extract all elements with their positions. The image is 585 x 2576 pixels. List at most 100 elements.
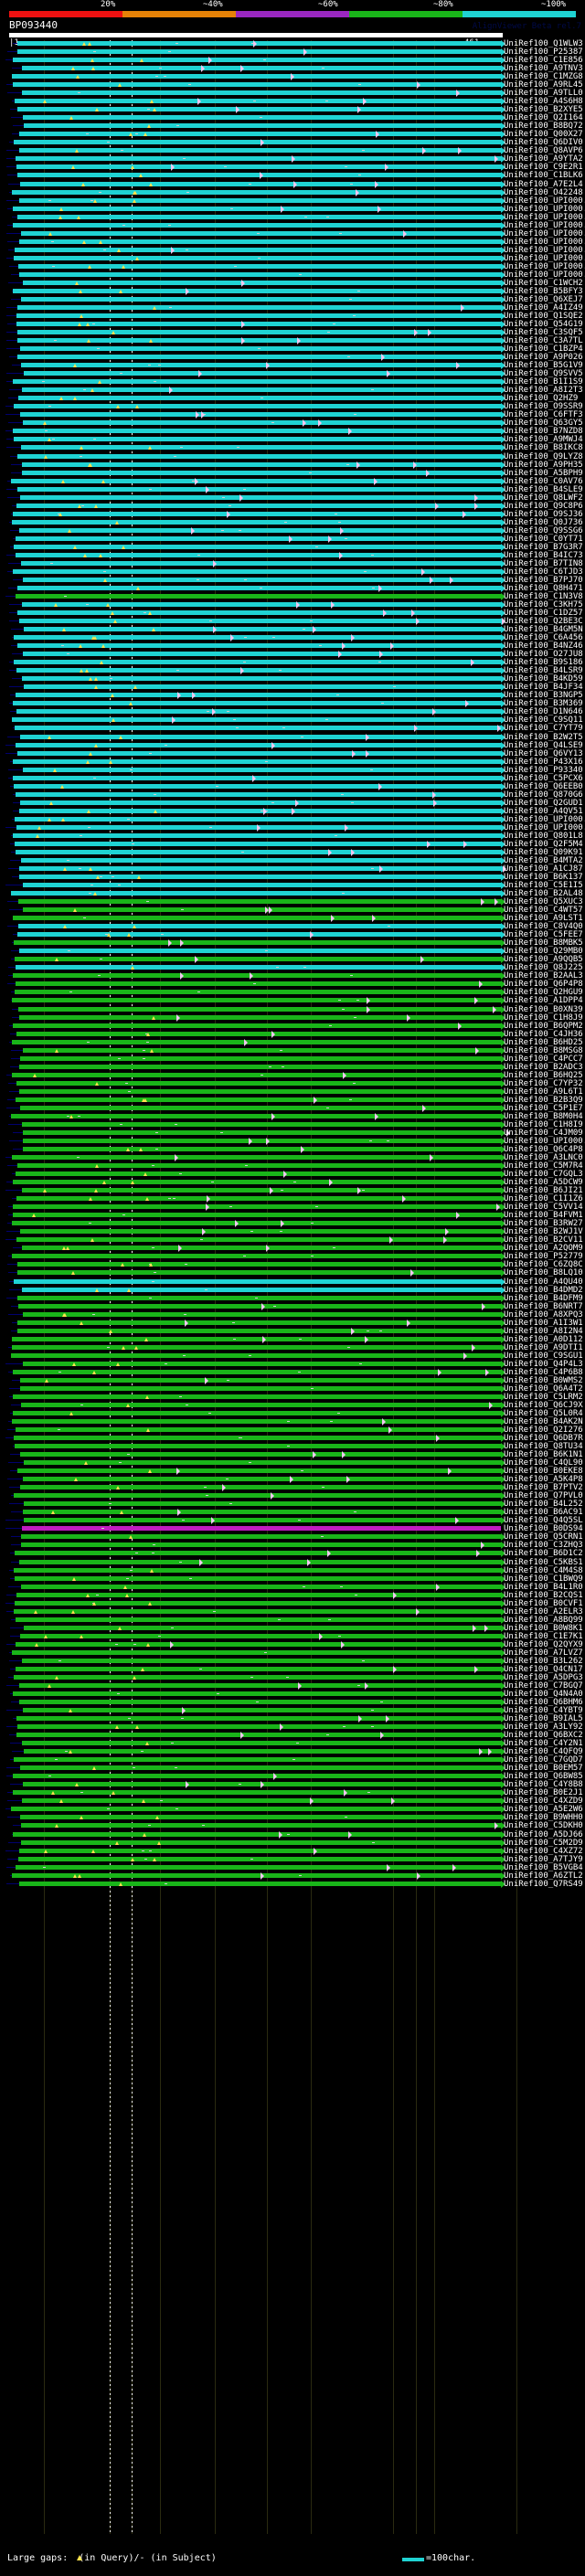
hit-row[interactable]: UniRef100_C3SQF5 [0,329,585,337]
hit-row[interactable]: UniRef100_B3RW27 [0,1220,585,1228]
hsp-bar[interactable] [14,544,501,549]
hit-accession-label[interactable]: UniRef100_Q6EEB0 [504,781,583,791]
hit-row[interactable]: UniRef100_B4AK2N [0,1418,585,1426]
hit-row[interactable]: UniRef100_B5VGB4 [0,1863,585,1872]
hit-row[interactable]: UniRef100_Q00X27 [0,131,585,139]
hit-accession-label[interactable]: UniRef100_B2CQS1 [504,1590,583,1600]
hit-row[interactable]: UniRef100_Q1WLW3 [0,40,585,48]
hsp-bar[interactable] [23,1477,501,1482]
hit-row[interactable]: UniRef100_A4QU40 [0,1277,585,1287]
hsp-bar[interactable] [24,684,501,690]
hit-row[interactable]: UniRef100_C9SGU1 [0,1352,585,1361]
hit-accession-label[interactable]: UniRef100_C8V4Q0 [504,922,583,932]
hit-row[interactable]: UniRef100_B6K1N1 [0,1451,585,1459]
hsp-bar[interactable] [20,734,501,739]
hit-row[interactable]: UniRef100_C1BZP4 [0,345,585,354]
hsp-bar[interactable] [21,1823,501,1829]
hsp-bar[interactable] [22,387,501,393]
hit-accession-label[interactable]: UniRef100_C6FTF3 [504,410,583,420]
hsp-bar[interactable] [13,1204,501,1210]
hsp-bar[interactable] [13,58,501,63]
hit-accession-label[interactable]: UniRef100_B1I1S9 [504,377,583,387]
hsp-bar[interactable] [14,437,501,442]
hit-accession-label[interactable]: UniRef100_A9PH35 [504,460,583,470]
hsp-bar[interactable] [12,1344,501,1350]
hsp-bar[interactable] [21,857,501,863]
hit-accession-label[interactable]: UniRef100_UPI000.. [504,220,585,230]
hit-accession-label[interactable]: UniRef100_Q5XUC3 [504,897,583,907]
hsp-bar[interactable] [20,1485,501,1490]
hit-row[interactable]: UniRef100_C4PCC7 [0,1055,585,1064]
hit-row[interactable]: UniRef100_C7YT79 [0,725,585,733]
hit-row[interactable]: UniRef100_B0XN39 [0,1005,585,1014]
hit-accession-label[interactable]: UniRef100_P52779 [504,1252,583,1262]
hit-row[interactable]: UniRef100_C4JH36 [0,1030,585,1039]
hit-accession-label[interactable]: UniRef100_A5E2W6 [504,1805,583,1815]
hsp-bar[interactable] [16,668,501,673]
hit-accession-label[interactable]: UniRef100_C6TJD3 [504,567,583,577]
hsp-bar[interactable] [20,1229,501,1235]
hit-accession-label[interactable]: UniRef100_B3NGP5 [504,691,583,701]
hit-row[interactable]: UniRef100_C1H8I9 [0,1120,585,1129]
hit-row[interactable]: UniRef100_A1I3W1 [0,1319,585,1328]
hsp-bar[interactable] [22,1246,501,1251]
hsp-bar[interactable] [13,288,501,293]
hit-accession-label[interactable]: UniRef100_O42248 [504,187,583,197]
hit-row[interactable]: UniRef100_Q6DB7R [0,1435,585,1443]
hsp-bar[interactable] [14,1608,501,1614]
hit-accession-label[interactable]: UniRef100_B6K1N1 [504,1450,583,1460]
hit-row[interactable]: UniRef100_B2WJ1V [0,1228,585,1236]
hit-row[interactable]: UniRef100_B7G3R7 [0,543,585,552]
hit-accession-label[interactable]: UniRef100_A3LY92 [504,1723,583,1733]
hit-row[interactable]: UniRef100_A1DPP4 [0,997,585,1005]
hit-row[interactable]: UniRef100_UPI000.. [0,254,585,263]
hit-accession-label[interactable]: UniRef100_B8IKC8 [504,443,583,453]
hit-accession-label[interactable]: UniRef100_Q8H471 [504,583,583,593]
hsp-bar[interactable] [17,173,501,178]
hsp-bar[interactable] [18,1303,501,1309]
hsp-bar[interactable] [20,1055,501,1061]
hit-accession-label[interactable]: UniRef100_A9MWJ4 [504,435,583,445]
hit-row[interactable]: UniRef100_B0DS94 [0,1525,585,1533]
hit-accession-label[interactable]: UniRef100_Q4N4A0 [504,1690,583,1699]
hit-accession-label[interactable]: UniRef100_A7E2L4 [504,179,583,189]
hsp-bar[interactable] [16,1427,501,1433]
hit-row[interactable]: UniRef100_C0AV76 [0,477,585,486]
hit-row[interactable]: UniRef100_A3LNC0 [0,1154,585,1162]
hit-accession-label[interactable]: UniRef100_A9QQB5 [504,955,583,965]
hit-accession-label[interactable]: UniRef100_A1DPP4 [504,996,583,1006]
hit-accession-label[interactable]: UniRef100_B4AK2N [504,1417,583,1426]
hit-row[interactable]: UniRef100_UPI000.. [0,205,585,214]
hit-accession-label[interactable]: UniRef100_Q6BXC2 [504,1731,583,1741]
hit-row[interactable]: UniRef100_C1BLK6 [0,172,585,180]
hit-accession-label[interactable]: UniRef100_B3M369 [504,699,583,709]
hit-row[interactable]: UniRef100_B9WHH0 [0,1814,585,1822]
hit-row[interactable]: UniRef100_A7E2L4 [0,179,585,189]
hsp-bar[interactable] [19,1559,501,1564]
hit-row[interactable]: UniRef100_B3L262 [0,1657,585,1666]
hit-accession-label[interactable]: UniRef100_Q4Q5SL [504,1516,583,1526]
hit-accession-label[interactable]: UniRef100_UPI000.. [504,1136,585,1146]
hit-row[interactable]: UniRef100_D1N646 [0,708,585,716]
hsp-bar[interactable] [14,1674,501,1680]
hsp-bar[interactable] [17,932,501,938]
hsp-bar[interactable] [16,1592,501,1597]
hit-accession-label[interactable]: UniRef100_Q6CJ9X [504,1400,583,1410]
hit-row[interactable]: UniRef100_B2CV11 [0,1236,585,1245]
hit-row[interactable]: UniRef100_P25387 [0,48,585,57]
hsp-bar[interactable] [13,1831,501,1837]
hit-row[interactable]: UniRef100_Q6BHM6 [0,1699,585,1707]
hsp-bar[interactable] [14,404,501,409]
hit-row[interactable]: UniRef100_C0YT71 [0,535,585,544]
hsp-bar[interactable] [20,1633,501,1638]
hit-row[interactable]: UniRef100_O9SJ36 [0,510,585,519]
hsp-bar[interactable] [16,1080,501,1086]
hsp-bar[interactable] [16,709,501,715]
hit-accession-label[interactable]: UniRef100_C1DZ57 [504,609,583,619]
hit-accession-label[interactable]: UniRef100_O27JU8 [504,650,583,660]
hit-row[interactable]: UniRef100_A9DTI1 [0,1343,585,1352]
hit-row[interactable]: UniRef100_Q7RS49 [0,1880,585,1889]
hit-row[interactable]: UniRef100_B4GM5N [0,626,585,634]
hsp-bar[interactable] [15,247,501,252]
hsp-bar[interactable] [13,1691,501,1696]
